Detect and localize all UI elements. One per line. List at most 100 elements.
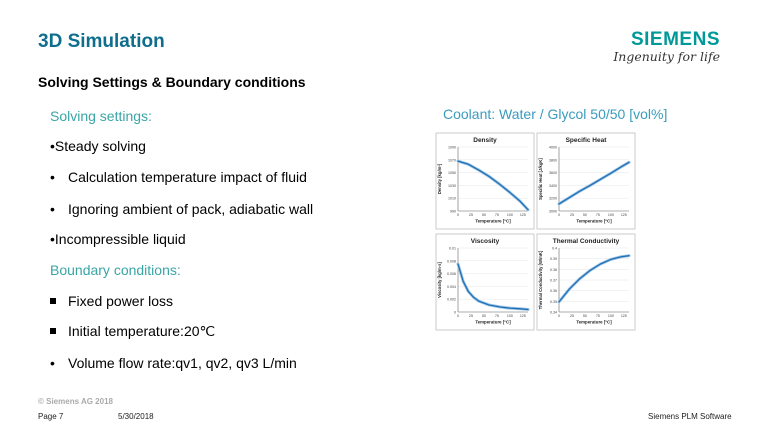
solving-item-steady: •Steady solving bbox=[50, 138, 146, 154]
x-tick-label: 125 bbox=[621, 314, 627, 318]
y-tick-label: 3800 bbox=[549, 158, 557, 162]
x-tick-label: 125 bbox=[520, 213, 526, 217]
series-halo bbox=[557, 160, 631, 206]
y-tick-label: 0.34 bbox=[550, 311, 557, 315]
siemens-logo: SIEMENS Ingenuity for life bbox=[608, 30, 720, 64]
chart-panel: Thermal Conductivity 0.34 0.35 0.36 0.37 0.38… bbox=[536, 233, 636, 331]
chart-title: Specific Heat bbox=[566, 137, 608, 144]
chart-frame bbox=[536, 233, 636, 331]
x-tick-label: 125 bbox=[621, 213, 627, 217]
y-tick-label: 0.002 bbox=[447, 298, 456, 302]
x-tick-label: 0 bbox=[558, 213, 560, 217]
x-axis-label: Temperature [°C] bbox=[576, 219, 612, 224]
footer-date: 5/30/2018 bbox=[118, 412, 154, 421]
page-number: Page 7 bbox=[38, 412, 64, 421]
slide-subtitle: Solving Settings & Boundary conditions bbox=[38, 74, 306, 90]
square-bullet-icon bbox=[50, 328, 56, 335]
y-tick-label: 0.37 bbox=[550, 279, 557, 283]
y-axis-label: Specific Heat [J/kgK] bbox=[538, 158, 543, 200]
chart-title: Viscosity bbox=[471, 238, 500, 245]
bullet-dot-icon: • bbox=[50, 355, 55, 371]
y-tick-label: 3600 bbox=[549, 171, 557, 175]
x-tick-label: 50 bbox=[482, 314, 486, 318]
x-tick-label: 25 bbox=[570, 314, 574, 318]
y-tick-label: 1050 bbox=[448, 171, 456, 175]
copyright: © Siemens AG 2018 bbox=[38, 397, 113, 406]
y-tick-label: 3000 bbox=[549, 210, 557, 214]
y-axis-label: Thermal Conductivity [W/mK] bbox=[538, 250, 543, 309]
boundary-item-power: Fixed power loss bbox=[50, 293, 173, 309]
bullet-dot-icon: • bbox=[50, 169, 55, 185]
y-tick-label: 3200 bbox=[549, 197, 557, 201]
y-tick-label: 0 bbox=[454, 311, 456, 315]
x-tick-label: 0 bbox=[457, 213, 459, 217]
boundary-item-flow: • Volume flow rate:qv1, qv2, qv3 L/min bbox=[50, 355, 297, 371]
series-line bbox=[558, 255, 630, 303]
x-tick-label: 125 bbox=[520, 314, 526, 318]
x-tick-label: 25 bbox=[469, 213, 473, 217]
series-line bbox=[558, 161, 630, 205]
bullet-dot-icon: • bbox=[50, 201, 55, 217]
boundary-item-label: Initial temperature:20℃ bbox=[68, 323, 216, 339]
x-tick-label: 50 bbox=[482, 213, 486, 217]
y-tick-label: 1070 bbox=[448, 158, 456, 162]
chart-title: Density bbox=[473, 137, 497, 144]
y-tick-label: 0.39 bbox=[550, 257, 557, 261]
x-tick-label: 0 bbox=[558, 314, 560, 318]
solving-settings-header: Solving settings: bbox=[50, 108, 152, 124]
boundary-item-label: Volume flow rate:qv1, qv2, qv3 L/min bbox=[68, 355, 297, 371]
y-axis-label: Density [kg/m³] bbox=[437, 163, 442, 194]
boundary-item-label: Fixed power loss bbox=[68, 293, 174, 309]
chart-title: Thermal Conductivity bbox=[553, 238, 620, 245]
x-tick-label: 75 bbox=[495, 314, 499, 318]
solving-item-temperature: • Calculation temperature impact of fluid bbox=[50, 169, 307, 185]
y-tick-label: 1010 bbox=[448, 197, 456, 201]
slide-title: 3D Simulation bbox=[38, 31, 165, 52]
x-tick-label: 75 bbox=[495, 213, 499, 217]
y-tick-label: 0.35 bbox=[550, 300, 557, 304]
coolant-label: Coolant: Water / Glycol 50/50 [vol%] bbox=[443, 106, 668, 122]
x-tick-label: 25 bbox=[570, 213, 574, 217]
solving-item-adiabatic: • Ignoring ambient of pack, adiabatic wal… bbox=[50, 201, 313, 217]
x-axis-label: Temperature [°C] bbox=[576, 320, 612, 325]
y-tick-label: 1090 bbox=[448, 146, 456, 150]
series-line bbox=[457, 160, 529, 211]
x-axis-label: Temperature [°C] bbox=[475, 320, 511, 325]
y-tick-label: 990 bbox=[450, 210, 456, 214]
series-line bbox=[457, 263, 529, 311]
chart-panel: Density 990 1010 1030 1050 1070 1090 0 25 50 75 100… bbox=[435, 132, 535, 230]
solving-item-label: Calculation temperature impact of fluid bbox=[68, 169, 307, 185]
y-tick-label: 0.36 bbox=[550, 289, 557, 293]
y-tick-label: 0.38 bbox=[550, 268, 557, 272]
x-tick-label: 0 bbox=[457, 314, 459, 318]
x-tick-label: 100 bbox=[608, 314, 614, 318]
chart-panel: Specific Heat 3000 3200 3400 3600 3800 4000 0 25… bbox=[536, 132, 636, 230]
y-axis-label: Viscosity [kg/m·s] bbox=[437, 262, 442, 298]
series-halo bbox=[456, 159, 530, 212]
x-tick-label: 75 bbox=[596, 213, 600, 217]
chart-frame bbox=[435, 132, 535, 230]
x-axis-label: Temperature [°C] bbox=[475, 219, 511, 224]
square-bullet-icon bbox=[50, 298, 56, 305]
x-tick-label: 100 bbox=[608, 213, 614, 217]
solving-item-incompressible: •Incompressible liquid bbox=[50, 231, 186, 247]
x-tick-label: 50 bbox=[583, 213, 587, 217]
y-tick-label: 0.006 bbox=[447, 272, 456, 276]
solving-item-label: Ignoring ambient of pack, adiabatic wall bbox=[68, 201, 314, 217]
y-tick-label: 4000 bbox=[549, 146, 557, 150]
y-tick-label: 1030 bbox=[448, 184, 456, 188]
logo-tagline: Ingenuity for life bbox=[613, 49, 720, 64]
series-halo bbox=[557, 254, 631, 304]
y-tick-label: 0.008 bbox=[447, 259, 456, 263]
y-tick-label: 0.004 bbox=[447, 285, 456, 289]
x-tick-label: 75 bbox=[596, 314, 600, 318]
logo-name: SIEMENS bbox=[630, 29, 720, 50]
y-tick-label: 0.4 bbox=[552, 247, 557, 251]
chart-frame bbox=[536, 132, 636, 230]
x-tick-label: 100 bbox=[507, 314, 513, 318]
y-tick-label: 3400 bbox=[549, 184, 557, 188]
x-tick-label: 50 bbox=[583, 314, 587, 318]
footer-company: Siemens PLM Software bbox=[648, 412, 732, 421]
x-tick-label: 100 bbox=[507, 213, 513, 217]
